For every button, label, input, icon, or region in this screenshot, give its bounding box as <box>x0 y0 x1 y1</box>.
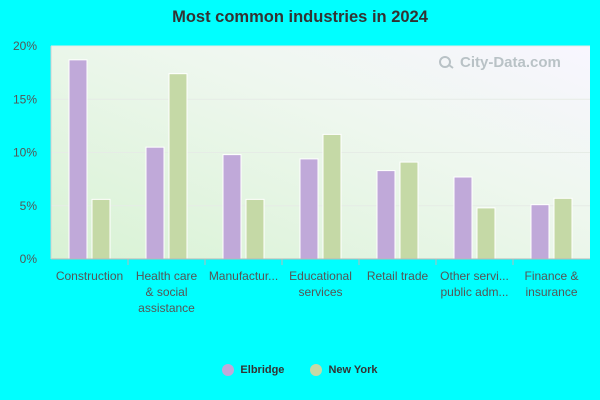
x-tick-label: Construction <box>56 269 123 283</box>
bar-elbridge[interactable] <box>530 204 550 260</box>
bar-new-york[interactable] <box>322 133 342 260</box>
legend-item-new-york[interactable]: New York <box>310 364 378 376</box>
y-tick-label: 10% <box>13 146 37 160</box>
x-tick-label: Finance & insurance <box>524 269 578 299</box>
bar-new-york[interactable] <box>476 207 496 260</box>
y-tick-label: 20% <box>13 39 37 53</box>
bar-elbridge[interactable] <box>222 154 242 260</box>
x-tick-label: Educational services <box>289 269 352 299</box>
bar-elbridge[interactable] <box>68 59 88 260</box>
x-tick-label: Health care & social assistance <box>136 269 198 315</box>
y-tick-label: 15% <box>13 92 37 106</box>
legend-label-new-york: New York <box>328 364 378 376</box>
y-tick-label: 0% <box>20 252 38 266</box>
bar-new-york[interactable] <box>91 198 111 260</box>
bar-elbridge[interactable] <box>145 146 165 260</box>
x-tick-label: Manufactur... <box>209 269 278 283</box>
legend-item-elbridge[interactable]: Elbridge <box>222 364 284 376</box>
x-tick-label: Other servi... public adm... <box>440 269 509 299</box>
y-tick-label: 5% <box>20 199 38 213</box>
legend-swatch-elbridge <box>222 364 235 376</box>
bar-elbridge[interactable] <box>376 170 396 260</box>
legend-label-elbridge: Elbridge <box>240 364 285 376</box>
watermark-text: City-Data.com <box>460 53 561 71</box>
bar-new-york[interactable] <box>553 197 573 260</box>
bar-elbridge[interactable] <box>453 176 473 260</box>
search-chart-icon <box>439 56 454 69</box>
bar-new-york[interactable] <box>399 161 419 260</box>
bar-new-york[interactable] <box>168 73 188 260</box>
legend-swatch-new-york <box>310 364 323 376</box>
bar-elbridge[interactable] <box>299 158 319 260</box>
legend: Elbridge New York <box>0 364 600 376</box>
bar-new-york[interactable] <box>245 198 265 260</box>
x-tick-label: Retail trade <box>367 269 429 283</box>
chart-title: Most common industries in 2024 <box>172 8 428 26</box>
watermark: City-Data.com <box>438 52 588 72</box>
